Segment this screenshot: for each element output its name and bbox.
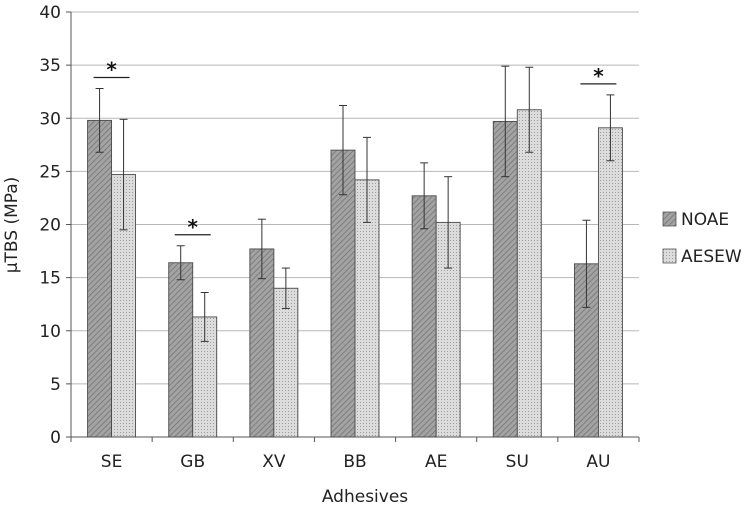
error-bar-noae-bb	[339, 105, 347, 196]
bar-noae-bb	[330, 149, 356, 438]
x-axis: SE GB XV BB AE SU AU	[70, 437, 640, 472]
bar-aesew-xv	[273, 287, 299, 438]
error-bar-aesew-bb	[363, 136, 371, 223]
x-axis-title: Adhesives	[322, 487, 408, 507]
legend-swatch-aesew	[662, 248, 677, 264]
x-tick-label: XV	[262, 452, 286, 472]
significance-marker: *	[580, 64, 617, 88]
y-axis-title: μTBS (MPa)	[2, 177, 22, 274]
error-bar-aesew-su	[525, 66, 534, 153]
x-tick-label: SU	[506, 452, 529, 472]
bars	[87, 109, 623, 438]
error-bar-aesew-gb	[200, 292, 209, 342]
significance-star: *	[593, 64, 604, 88]
y-tick-label: 5	[50, 375, 61, 395]
legend-label-aesew: AESEW	[681, 247, 742, 267]
error-bar-aesew-se	[119, 118, 128, 231]
error-bar-aesew-ae	[444, 176, 453, 269]
y-tick-label: 35	[39, 56, 61, 76]
y-axis: 0 5 10 15 20 25 30 35 40	[39, 3, 71, 448]
significance-star: *	[106, 58, 117, 82]
y-tick-label: 0	[50, 428, 61, 448]
bar-aesew-au	[597, 127, 623, 438]
legend-label-noae: NOAE	[681, 210, 729, 230]
error-bar-aesew-au	[606, 94, 615, 162]
legend: NOAE AESEW	[662, 210, 742, 267]
y-tick-label: 15	[39, 269, 61, 289]
error-bar-noae-au	[582, 219, 591, 308]
bar-noae-gb	[168, 262, 194, 438]
x-tick-label: BB	[343, 452, 366, 472]
x-tick-label: AE	[425, 452, 447, 472]
y-tick-label: 25	[39, 162, 61, 182]
error-bars	[95, 65, 615, 342]
y-tick-label: 10	[39, 322, 61, 342]
y-tick-label: 30	[39, 109, 61, 129]
legend-swatch-noae	[662, 211, 677, 227]
y-tick-label: 20	[39, 216, 61, 236]
bar-noae-se	[87, 119, 113, 438]
x-tick-label: SE	[101, 452, 123, 472]
error-bar-aesew-xv	[281, 267, 290, 309]
significance-star: *	[187, 215, 198, 239]
error-bar-noae-ae	[420, 162, 429, 230]
significance-marker: *	[174, 215, 211, 239]
error-bar-noae-se	[95, 88, 104, 153]
error-bar-noae-gb	[176, 245, 185, 281]
significance-marker: *	[93, 58, 130, 82]
error-bar-noae-xv	[257, 218, 266, 280]
x-tick-label: GB	[180, 452, 205, 472]
significance-markers: * * *	[93, 58, 617, 239]
bar-noae-ae	[411, 195, 437, 438]
y-tick-label: 40	[39, 3, 61, 23]
error-bar-noae-su	[501, 65, 510, 178]
x-tick-label: AU	[586, 452, 610, 472]
bar-aesew-su	[516, 109, 542, 438]
